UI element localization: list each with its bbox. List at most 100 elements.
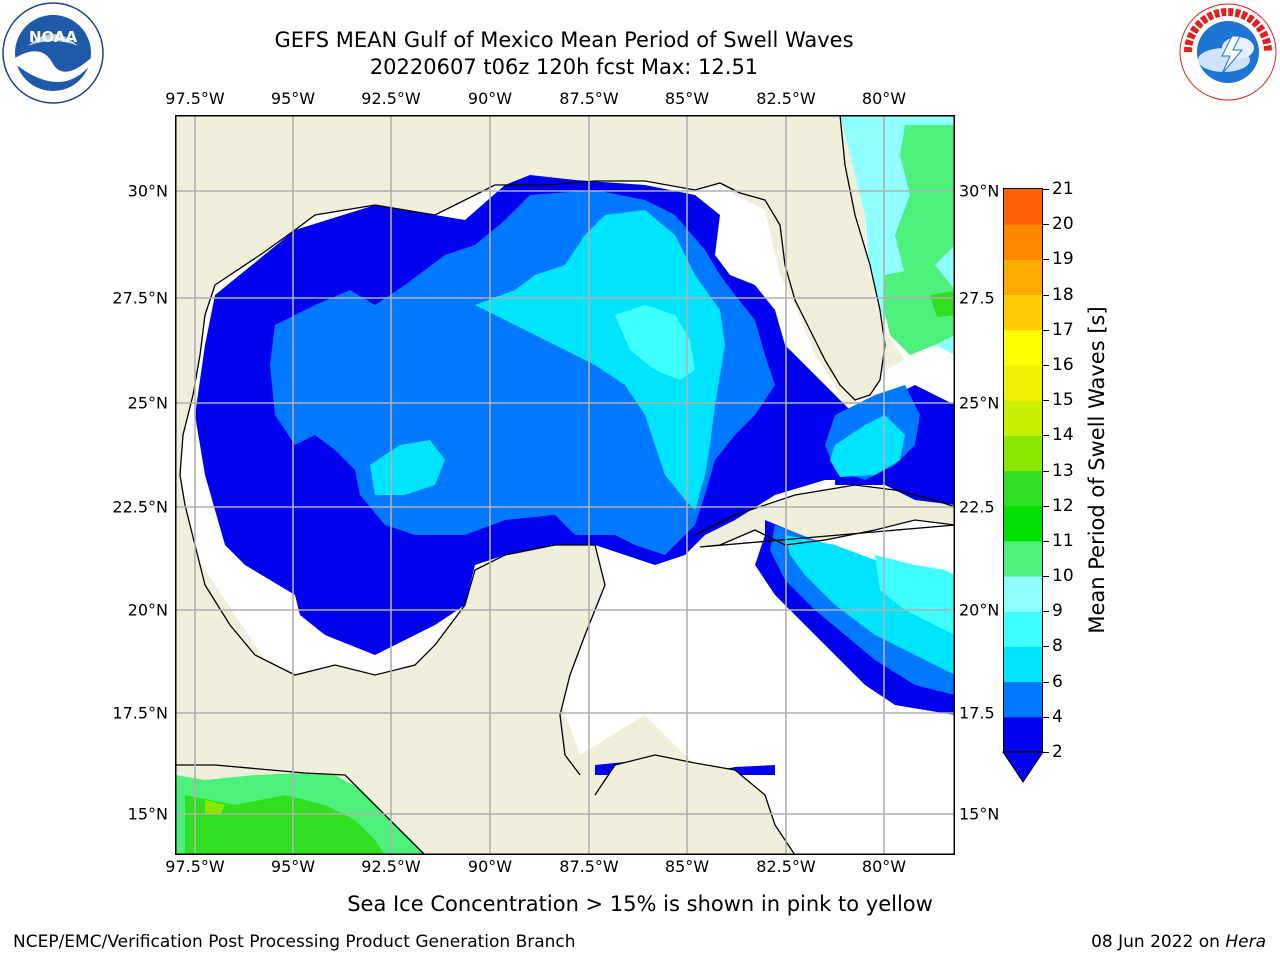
colorbar-tick-mark [1043, 505, 1049, 507]
lon-label-top: 87.5°W [559, 89, 619, 108]
colorbar-segment [1003, 400, 1043, 436]
colorbar-tick-label: 21 [1052, 179, 1074, 199]
colorbar-segments [1003, 189, 1043, 753]
colorbar-tick-label: 20 [1052, 214, 1074, 235]
nws-logo-icon [1179, 3, 1277, 101]
colorbar-tick-mark [1043, 576, 1049, 578]
lon-label-top: 80°W [861, 89, 907, 108]
colorbar-tick-mark [1043, 752, 1049, 753]
lon-label-top: 90°W [467, 89, 513, 108]
lat-label-left: 27.5°N [112, 288, 168, 308]
colorbar-tick-mark [1043, 435, 1049, 437]
lon-label-bottom: 82.5°W [756, 857, 816, 876]
colorbar-segment [1003, 716, 1043, 753]
swell-field-8s [615, 305, 695, 380]
colorbar-tick-label: 15 [1052, 390, 1074, 411]
lat-label-left: 22.5°N [112, 497, 168, 517]
colorbar-tick-label: 9 [1052, 601, 1063, 622]
colorbar [1002, 188, 1044, 783]
lat-label-right: 22.5 [959, 497, 995, 517]
lon-label-top: 95°W [270, 89, 316, 108]
colorbar-tick-mark [1043, 540, 1049, 542]
lon-label-bottom: 90°W [467, 857, 513, 876]
colorbar-segment [1003, 259, 1043, 296]
sea-ice-note: Sea Ice Concentration > 15% is shown in … [347, 892, 933, 916]
lon-label-bottom: 97.5°W [165, 857, 225, 876]
colorbar-tick-label: 16 [1052, 354, 1074, 375]
colorbar-tick-label: 11 [1052, 530, 1074, 551]
lat-label-right: 15°N [959, 804, 1000, 824]
lat-label-left: 30°N [127, 181, 168, 201]
colorbar-tick-label: 13 [1052, 460, 1074, 481]
colorbar-tick-label: 19 [1052, 249, 1074, 270]
swell-field-6s [475, 210, 725, 510]
lat-label-right: 27.5 [959, 288, 995, 308]
colorbar-tick-mark [1043, 364, 1049, 366]
map-subtitle: 20220607 t06z 120h fcst Max: 12.51 [369, 55, 759, 79]
lat-label-right: 17.5 [959, 703, 995, 723]
lon-label-top: 82.5°W [756, 89, 816, 108]
date-stamp: 08 Jun 2022 on Hera [1091, 932, 1266, 952]
colorbar-segment [1003, 470, 1043, 507]
colorbar-tick-mark [1043, 681, 1049, 683]
colorbar-tick-label: 17 [1052, 319, 1074, 340]
colorbar-segment [1003, 576, 1043, 612]
coastline [204, 115, 886, 401]
colorbar-segment [1003, 611, 1043, 647]
colorbar-tick-label: 10 [1052, 566, 1074, 587]
lon-label-bottom: 80°W [861, 857, 907, 876]
colorbar-segment [1003, 435, 1043, 471]
lat-label-left: 17.5°N [112, 703, 168, 723]
colorbar-tick-mark [1043, 716, 1049, 718]
florida-land [695, 115, 885, 400]
lat-label-right: 30°N [959, 181, 1000, 201]
lon-label-bottom: 85°W [664, 857, 710, 876]
map-gridlines [175, 115, 955, 855]
colorbar-extend-arrow [1002, 751, 1044, 783]
colorbar-tick-mark [1043, 294, 1049, 296]
noaa-logo-text: NOAA [29, 28, 78, 46]
colorbar-tick-mark [1043, 611, 1049, 613]
lat-label-right: 25°N [959, 393, 1000, 413]
colorbar-tick-mark [1043, 329, 1049, 331]
colorbar-tick-mark [1043, 189, 1049, 190]
machine-name: Hera [1225, 932, 1266, 952]
colorbar-tick-label: 8 [1052, 636, 1063, 657]
lon-label-bottom: 92.5°W [361, 857, 421, 876]
colorbar-segment [1003, 329, 1043, 366]
lon-label-top: 85°W [664, 89, 710, 108]
lat-label-left: 20°N [127, 600, 168, 620]
lat-label-left: 25°N [127, 393, 168, 413]
colorbar-tick-mark [1043, 646, 1049, 648]
lat-label-right: 20°N [959, 600, 1000, 620]
colorbar-tick-label: 14 [1052, 425, 1074, 446]
colorbar-segment [1003, 540, 1043, 577]
colorbar-segment [1003, 364, 1043, 401]
colorbar-tick-label: 2 [1052, 742, 1063, 762]
lon-label-top: 97.5°W [165, 89, 225, 108]
colorbar-tick-mark [1043, 259, 1049, 261]
lon-label-bottom: 87.5°W [559, 857, 619, 876]
lat-label-left: 15°N [127, 804, 168, 824]
cuba-land [695, 485, 955, 547]
colorbar-tick-label: 12 [1052, 495, 1074, 516]
lon-label-top: 92.5°W [361, 89, 421, 108]
colorbar-tick-label: 4 [1052, 706, 1063, 727]
colorbar-segment [1003, 294, 1043, 331]
colorbar-tick-label: 18 [1052, 284, 1074, 305]
colorbar-tick-label: 6 [1052, 671, 1063, 692]
date-text: 08 Jun 2022 on [1091, 932, 1226, 952]
colorbar-tick-mark [1043, 470, 1049, 472]
yucatan-land [255, 545, 795, 855]
colorbar-segment [1003, 681, 1043, 718]
colorbar-tick-mark [1043, 400, 1049, 402]
colorbar-segment [1003, 224, 1043, 260]
lon-label-bottom: 95°W [270, 857, 316, 876]
colorbar-segment [1003, 646, 1043, 683]
credit-text: NCEP/EMC/Verification Post Processing Pr… [13, 932, 576, 952]
colorbar-segment [1003, 189, 1043, 225]
colorbar-tick-mark [1043, 224, 1049, 226]
colorbar-segment [1003, 505, 1043, 542]
colorbar-title: Mean Period of Swell Waves [s] [1085, 306, 1109, 634]
map-panel [175, 115, 955, 855]
